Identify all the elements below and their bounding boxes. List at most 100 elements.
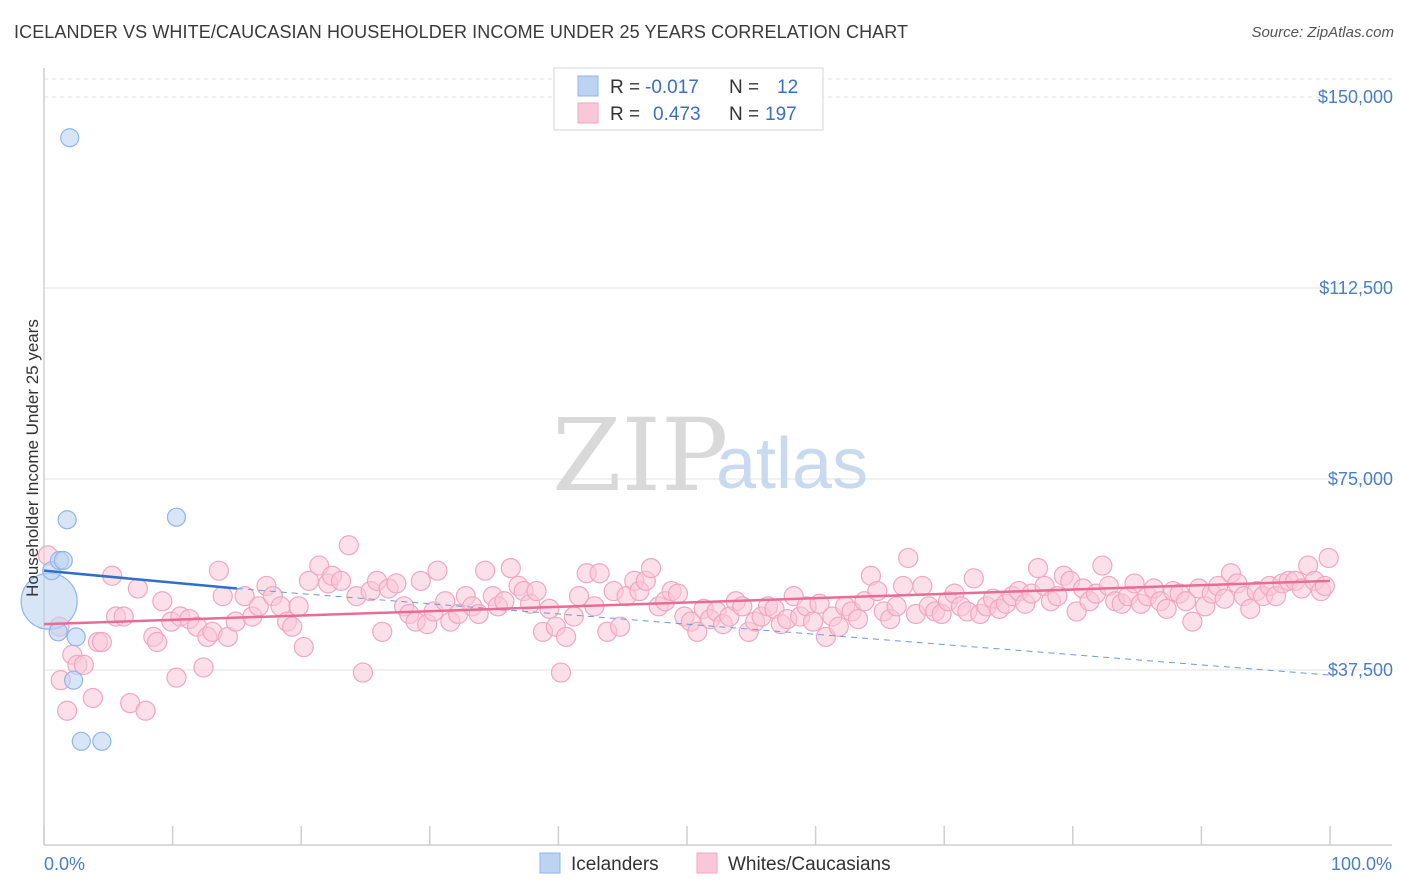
- point-whites-100: [687, 621, 708, 642]
- x-tick-label-min: 0.0%: [44, 854, 85, 874]
- source-credit: Source: ZipAtlas.com: [1251, 24, 1394, 41]
- point-whites-153: [1027, 558, 1049, 579]
- point-whites-182: [1214, 588, 1235, 609]
- point-whites-77: [539, 598, 560, 619]
- point-whites-41: [298, 570, 320, 591]
- legend-r-label-1: R =: [610, 77, 640, 98]
- point-whites-93: [640, 558, 662, 579]
- point-whites-131: [886, 596, 907, 617]
- point-icelanders-9: [71, 731, 91, 751]
- point-icelanders-11: [166, 507, 187, 527]
- point-icelanders-5: [57, 510, 77, 530]
- y-tick-label-112500: $112,500: [1319, 278, 1393, 298]
- point-whites-132: [892, 575, 914, 597]
- legend-r-label-2: R =: [610, 104, 640, 125]
- point-whites-18: [152, 591, 173, 612]
- point-whites-15: [135, 700, 156, 721]
- legend-bottom-whites: Whites/Caucasians: [728, 854, 891, 875]
- legend-swatch-whites: [577, 102, 599, 124]
- point-whites-30: [225, 611, 246, 632]
- trend-icelanders-dashed: [236, 588, 1331, 676]
- point-whites-6: [73, 654, 94, 676]
- point-whites-24: [193, 657, 214, 678]
- point-whites-38: [282, 616, 303, 637]
- point-whites-88: [610, 616, 631, 637]
- point-whites-135: [912, 575, 933, 597]
- point-whites-79: [550, 662, 572, 683]
- legend-n-value-2: 197: [765, 104, 797, 125]
- point-whites-3: [57, 700, 78, 721]
- point-whites-186: [1240, 598, 1261, 619]
- point-whites-133: [898, 547, 919, 569]
- point-whites-67: [474, 560, 496, 581]
- point-whites-85: [589, 563, 610, 584]
- point-whites-48: [352, 662, 374, 683]
- point-whites-9: [91, 631, 112, 653]
- point-whites-97: [667, 583, 689, 604]
- point-icelanders-7: [63, 670, 84, 690]
- point-whites-28: [212, 586, 233, 607]
- legend-n-label-2: N =: [729, 104, 759, 125]
- point-whites-46: [338, 535, 359, 556]
- grid-lines: [44, 78, 1392, 671]
- legend-bottom: Icelanders Whites/Caucasians: [539, 852, 891, 875]
- point-whites-125: [847, 608, 869, 630]
- chart-title: ICELANDER VS WHITE/CAUCASIAN HOUSEHOLDER…: [14, 22, 909, 42]
- point-whites-75: [526, 580, 547, 602]
- point-whites-81: [563, 606, 584, 627]
- point-whites-176: [1175, 591, 1197, 612]
- point-whites-20: [166, 667, 187, 688]
- point-whites-51: [372, 621, 393, 642]
- point-whites-57: [410, 570, 431, 591]
- point-whites-71: [500, 558, 521, 579]
- point-whites-163: [1092, 555, 1113, 576]
- watermark: ZIP atlas: [552, 397, 868, 514]
- legend-bottom-icelanders: Icelanders: [571, 854, 659, 875]
- x-tick-label-max: 100.0%: [1331, 854, 1392, 874]
- point-whites-53: [386, 573, 407, 594]
- legend-r-value-2: 0.473: [653, 104, 701, 125]
- legend-bottom-swatch-whites: [696, 852, 718, 874]
- point-icelanders-3: [53, 550, 73, 571]
- series-whites-points: [37, 535, 1339, 721]
- legend-n-label-1: N =: [729, 77, 759, 98]
- point-whites-14: [127, 578, 148, 599]
- point-whites-128: [867, 580, 888, 602]
- watermark-zip: ZIP: [552, 397, 728, 514]
- point-whites-122: [828, 616, 849, 637]
- point-whites-27: [208, 560, 229, 581]
- y-tick-label-37500: $37,500: [1328, 660, 1393, 680]
- trend-icelanders: [43, 569, 238, 590]
- y-tick-labels: $150,000 $112,500 $75,000 $37,500: [1318, 87, 1393, 680]
- point-whites-39: [288, 596, 309, 617]
- point-whites-70: [494, 591, 515, 612]
- watermark-atlas: atlas: [716, 424, 868, 504]
- y-tick-label-150000: $150,000: [1318, 87, 1393, 107]
- x-axis-ticks: [43, 826, 1331, 845]
- y-tick-label-75000: $75,000: [1328, 469, 1393, 489]
- point-whites-60: [427, 560, 448, 581]
- point-whites-7: [82, 687, 103, 709]
- trend-whites: [43, 579, 1331, 626]
- point-whites-118: [802, 611, 824, 632]
- point-whites-173: [1156, 598, 1177, 619]
- point-whites-177: [1182, 611, 1203, 632]
- point-whites-143: [963, 568, 984, 589]
- point-whites-45: [330, 570, 352, 591]
- point-icelanders-8: [66, 627, 86, 647]
- point-whites-40: [293, 636, 314, 658]
- legend-top: R = -0.017 N = 12 R = 0.473 N = 197: [553, 67, 824, 131]
- y-axis-label: Householder Income Under 25 years: [23, 319, 42, 597]
- series-icelanders-points: [20, 128, 187, 751]
- point-icelanders-10: [92, 731, 112, 751]
- point-whites-17: [147, 631, 168, 653]
- point-whites-31: [234, 586, 255, 607]
- point-icelanders-6: [48, 622, 68, 642]
- trend-lines: [43, 569, 1331, 676]
- point-whites-199: [1318, 547, 1339, 569]
- legend-top-box: [553, 67, 824, 131]
- point-whites-198: [1314, 575, 1335, 597]
- point-icelanders-4: [60, 128, 80, 148]
- legend-n-value-1: 12: [777, 77, 798, 98]
